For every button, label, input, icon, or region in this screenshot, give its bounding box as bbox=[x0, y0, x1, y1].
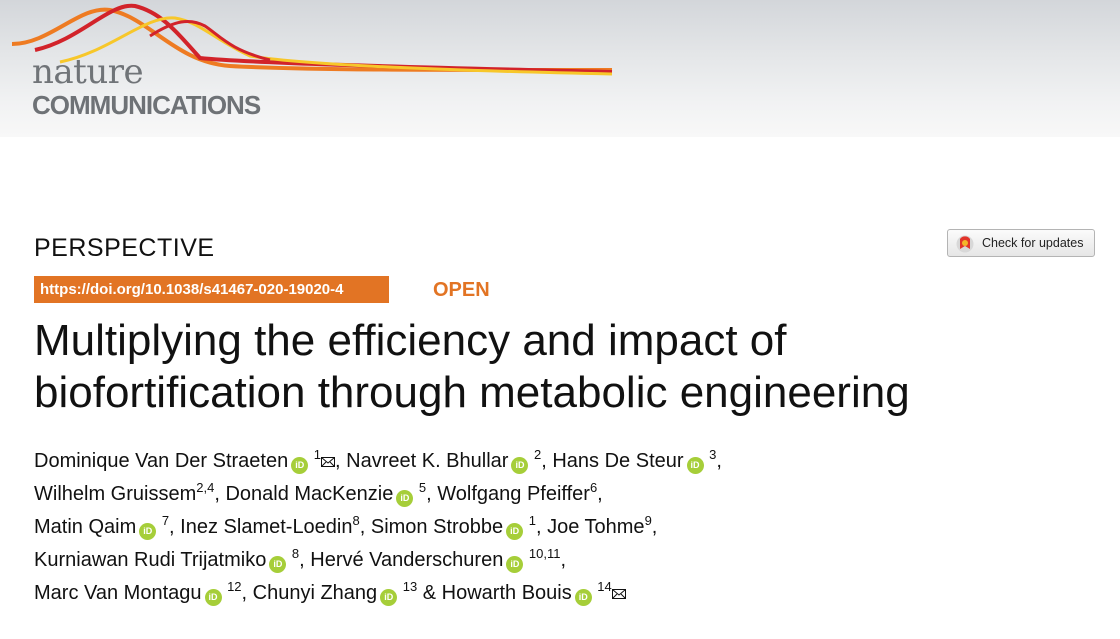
check-updates-icon bbox=[956, 235, 974, 253]
author-name[interactable]: Hans De Steur bbox=[552, 450, 684, 472]
author-name[interactable]: Simon Strobbe bbox=[370, 516, 504, 538]
author-line: Marc Van Montagu iD 12, Chunyi Zhang iD 13… bbox=[34, 577, 1094, 610]
email-icon[interactable] bbox=[321, 457, 336, 467]
affiliation-number[interactable]: 2,4 bbox=[196, 480, 215, 495]
open-access-label: OPEN bbox=[433, 279, 490, 301]
affiliation-number[interactable]: 12 bbox=[227, 579, 242, 594]
affiliation-number[interactable]: 1 bbox=[313, 447, 322, 462]
affiliation-number[interactable]: 3 bbox=[709, 447, 717, 462]
affiliation-number[interactable]: 5 bbox=[418, 480, 427, 495]
check-updates-label: Check for updates bbox=[982, 236, 1084, 250]
article-title-line-1: Multiplying the efficiency and impact of bbox=[34, 316, 787, 365]
author-line: Wilhelm Gruissem2,4, Donald MacKenzie iD … bbox=[34, 480, 603, 507]
author-name[interactable]: Wolfgang Pfeiffer bbox=[437, 483, 590, 505]
author-name[interactable]: Marc Van Montagu bbox=[34, 582, 202, 604]
author-name[interactable]: Wilhelm Gruissem bbox=[34, 483, 197, 505]
affiliation-number[interactable]: 7 bbox=[161, 513, 170, 528]
author-name[interactable]: Hervé Vanderschuren bbox=[310, 549, 504, 571]
journal-logo-waves bbox=[11, 3, 613, 76]
orcid-icon[interactable]: iD bbox=[686, 457, 704, 474]
orcid-icon[interactable]: iD bbox=[396, 490, 414, 507]
author-name[interactable]: Donald MacKenzie bbox=[225, 483, 394, 505]
article-type: PERSPECTIVE bbox=[34, 234, 215, 262]
journal-logo-nature: nature bbox=[32, 52, 144, 92]
author-line: Dominique Van Der Straeten iD 1, Navreet … bbox=[34, 447, 722, 474]
check-for-updates-button[interactable]: Check for updates bbox=[947, 229, 1095, 257]
article-title: Multiplying the efficiency and impact of… bbox=[34, 315, 1094, 419]
doi-link[interactable]: https://doi.org/10.1038/s41467-020-19020… bbox=[34, 276, 389, 303]
affiliation-number[interactable]: 2 bbox=[534, 447, 542, 462]
author-name[interactable]: Inez Slamet-Loedin bbox=[180, 516, 353, 538]
affiliation-number[interactable]: 8 bbox=[291, 546, 300, 561]
author-name[interactable]: Dominique Van Der Straeten bbox=[34, 450, 289, 472]
author-line: Matin Qaim iD 7, Inez Slamet-Loedin8, Sim… bbox=[34, 513, 658, 540]
orcid-icon[interactable]: iD bbox=[574, 589, 592, 606]
author-name[interactable]: Navreet K. Bhullar bbox=[346, 450, 509, 472]
orcid-icon[interactable]: iD bbox=[380, 589, 398, 606]
affiliation-number[interactable]: 8 bbox=[352, 513, 360, 528]
orcid-icon[interactable]: iD bbox=[291, 457, 309, 474]
orcid-icon[interactable]: iD bbox=[204, 589, 222, 606]
orcid-icon[interactable]: iD bbox=[506, 523, 524, 540]
affiliation-number[interactable]: 9 bbox=[644, 513, 652, 528]
affiliation-number[interactable]: 1 bbox=[528, 513, 536, 528]
email-icon[interactable] bbox=[611, 589, 626, 599]
affiliation-number[interactable]: 13 bbox=[402, 579, 418, 594]
author-name[interactable]: Howarth Bouis bbox=[441, 582, 572, 604]
orcid-icon[interactable]: iD bbox=[511, 457, 529, 474]
article-title-line-2: biofortification through metabolic engin… bbox=[34, 368, 910, 417]
orcid-icon[interactable]: iD bbox=[139, 523, 157, 540]
affiliation-number[interactable]: 10,11 bbox=[528, 546, 561, 561]
author-line: Kurniawan Rudi Trijatmiko iD 8, Hervé Van… bbox=[34, 546, 567, 573]
orcid-icon[interactable]: iD bbox=[506, 556, 524, 573]
journal-logo-communications: COMMUNICATIONS bbox=[32, 90, 261, 120]
journal-banner: nature COMMUNICATIONS bbox=[0, 0, 1120, 137]
orcid-icon[interactable]: iD bbox=[269, 556, 287, 573]
affiliation-number[interactable]: 6 bbox=[589, 480, 598, 495]
author-list: Dominique Van Der Straeten iD 1, Navreet … bbox=[34, 445, 1094, 610]
author-name[interactable]: Kurniawan Rudi Trijatmiko bbox=[34, 549, 267, 571]
author-name[interactable]: Matin Qaim bbox=[34, 516, 137, 538]
author-name[interactable]: Chunyi Zhang bbox=[252, 582, 378, 604]
affiliation-number[interactable]: 14 bbox=[597, 579, 612, 594]
author-name[interactable]: Joe Tohme bbox=[547, 516, 645, 538]
